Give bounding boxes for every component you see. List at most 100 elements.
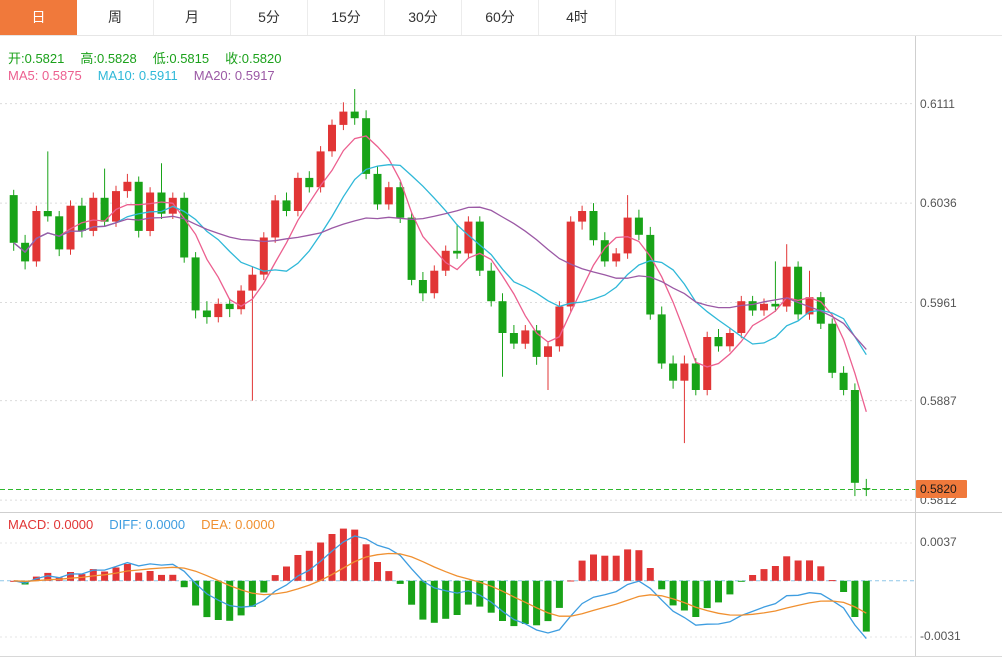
candle-body xyxy=(259,237,268,275)
candle-body xyxy=(680,363,689,381)
macd-chart[interactable] xyxy=(0,513,915,656)
timeframe-tab-2[interactable]: 周 xyxy=(77,0,154,35)
macd-bar xyxy=(749,575,757,581)
candle-body xyxy=(305,177,314,188)
candle-body xyxy=(669,363,678,381)
candle-body xyxy=(214,303,223,318)
macd-bar xyxy=(669,580,677,606)
macd-bar xyxy=(294,555,302,581)
candle-body xyxy=(703,337,712,390)
diff-value: DIFF: 0.0000 xyxy=(109,517,186,532)
macd-bar xyxy=(726,580,734,595)
candle-body xyxy=(475,221,484,271)
current-price-tag: 0.5820 xyxy=(916,480,967,498)
candle-body xyxy=(271,200,280,238)
macd-bar xyxy=(396,580,404,584)
macd-bar xyxy=(305,550,313,581)
timeframe-tab-8[interactable]: 4时 xyxy=(539,0,616,35)
macd-bar xyxy=(442,580,450,619)
candle-body xyxy=(771,303,780,307)
candle-body xyxy=(66,205,75,250)
candle-body xyxy=(157,192,166,214)
macd-bar xyxy=(237,580,245,616)
candle-body xyxy=(737,301,746,333)
ma5-line xyxy=(13,135,867,412)
candle-body xyxy=(544,346,552,357)
candle-body xyxy=(180,197,189,258)
macd-bar xyxy=(794,560,802,581)
price-tick-label: 0.6036 xyxy=(920,196,957,210)
dea-line xyxy=(13,552,867,617)
candle-body xyxy=(112,191,120,222)
timeframe-tab-1[interactable]: 日 xyxy=(0,0,77,35)
timeframe-tab-5[interactable]: 15分 xyxy=(308,0,385,35)
macd-bar xyxy=(112,567,120,581)
candle-body xyxy=(521,330,530,344)
timeframe-tab-7[interactable]: 60分 xyxy=(462,0,539,35)
macd-bar xyxy=(44,572,52,581)
macd-bar xyxy=(430,580,438,623)
macd-bar xyxy=(67,572,74,581)
close-value: 收:0.5820 xyxy=(225,51,282,66)
macd-bar xyxy=(703,580,711,609)
diff-line xyxy=(13,535,867,640)
macd-axis-bottom-label: -0.0031 xyxy=(920,629,961,643)
candle-body xyxy=(362,118,371,174)
macd-bar xyxy=(89,569,97,581)
candle-body xyxy=(43,211,52,217)
candle-body xyxy=(328,124,336,152)
candle-body xyxy=(225,303,234,310)
macd-bar xyxy=(476,580,484,607)
macd-bar xyxy=(146,571,154,581)
macd-legend: MACD: 0.0000 DIFF: 0.0000 DEA: 0.0000 xyxy=(8,517,291,532)
candle-body xyxy=(623,217,632,254)
candle-body xyxy=(714,337,723,347)
candle-body xyxy=(9,195,18,243)
macd-bar xyxy=(328,534,336,581)
candle-body xyxy=(100,197,109,222)
high-value: 高:0.5828 xyxy=(80,51,137,66)
macd-bar xyxy=(612,555,620,581)
candlestick-chart[interactable] xyxy=(0,36,915,512)
macd-bar xyxy=(123,564,131,581)
candle-body xyxy=(725,333,734,347)
candle-body xyxy=(282,200,291,211)
timeframe-tab-6[interactable]: 30分 xyxy=(385,0,462,35)
macd-bar xyxy=(260,580,268,593)
price-tick-label: 0.5961 xyxy=(920,296,957,310)
ma-legend: MA5: 0.5875 MA10: 0.5911 MA20: 0.5917 xyxy=(8,68,291,83)
macd-bar xyxy=(635,550,643,581)
candle-body xyxy=(748,301,757,311)
macd-bar xyxy=(578,560,586,581)
macd-bar xyxy=(771,566,779,581)
candle-body xyxy=(532,330,541,357)
price-tick-label: 0.5887 xyxy=(920,394,957,408)
macd-bar xyxy=(464,580,472,605)
macd-bar xyxy=(862,580,870,632)
macd-axis-top-label: 0.0037 xyxy=(920,535,957,549)
macd-bar xyxy=(760,569,768,581)
candle-body xyxy=(202,310,211,318)
macd-bar xyxy=(271,575,279,581)
macd-bar xyxy=(408,580,416,605)
ma5-value: MA5: 0.5875 xyxy=(8,68,82,83)
macd-bar xyxy=(680,580,688,611)
candle-body xyxy=(578,211,587,222)
timeframe-tabbar: 日周月 5分 15分 30分 60分 4时 xyxy=(0,0,1002,36)
macd-bar xyxy=(692,580,700,617)
macd-bar xyxy=(385,571,393,581)
macd-bar xyxy=(453,580,461,615)
timeframe-tab-3[interactable]: 月 xyxy=(154,0,231,35)
macd-bar xyxy=(646,568,654,581)
axis-separator xyxy=(915,36,916,657)
timeframe-tab-4[interactable]: 5分 xyxy=(231,0,308,35)
candle-body xyxy=(646,234,655,315)
candle-body xyxy=(509,333,518,344)
macd-bar xyxy=(806,560,813,581)
candle-body xyxy=(464,221,473,254)
macd-bar xyxy=(533,580,541,626)
candle-body xyxy=(191,257,200,311)
macd-bar xyxy=(419,580,427,620)
candle-body xyxy=(430,270,439,294)
